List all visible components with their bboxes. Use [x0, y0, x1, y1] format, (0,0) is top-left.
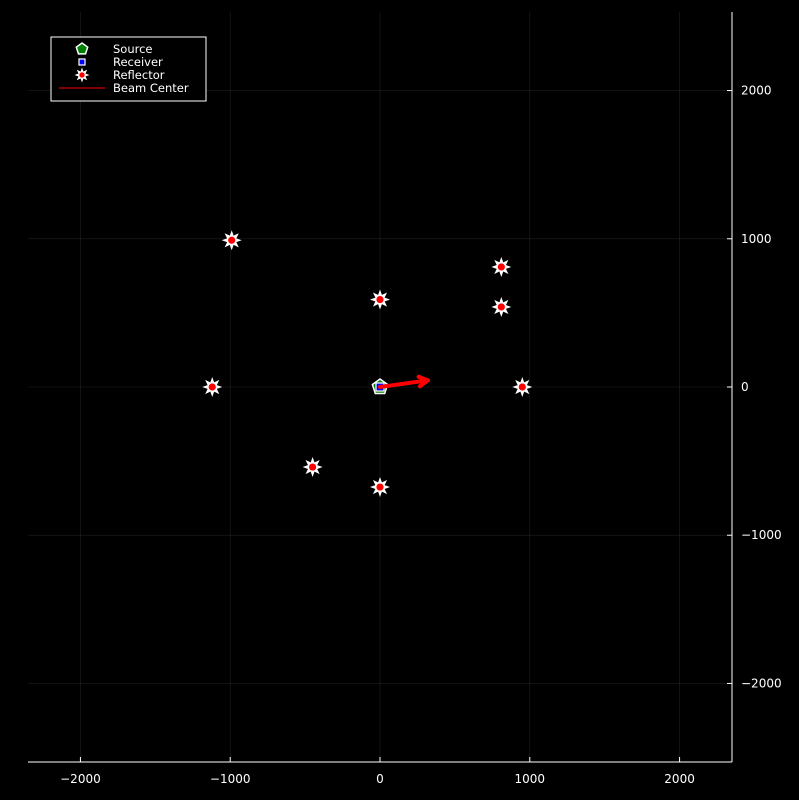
legend-swatch-source: [75, 42, 89, 55]
legend-label-source: Source: [113, 42, 153, 56]
legend-label-reflector: Reflector: [113, 68, 165, 82]
beam-center-line: [378, 378, 430, 389]
reflector-point: [202, 377, 223, 397]
reflector-star-core: [79, 72, 85, 78]
y-tick-label: 0: [741, 380, 749, 394]
y-tick-label: −2000: [741, 676, 782, 690]
reflector-point: [491, 256, 512, 277]
reflector-star-core: [376, 483, 384, 491]
reflector-point: [491, 296, 512, 317]
grid: [28, 12, 732, 762]
beam-center-arrowhead: [416, 374, 430, 389]
data-marks: [202, 230, 533, 498]
x-tick-label: −2000: [60, 772, 101, 786]
reflector-point: [370, 289, 390, 310]
reflector-point: [302, 457, 323, 478]
x-tick-label: −1000: [210, 772, 251, 786]
reflector-star-core: [308, 463, 317, 471]
reflector-star-core: [518, 383, 526, 391]
x-tick-label: 1000: [515, 772, 546, 786]
reflector-star-core: [208, 383, 216, 391]
y-tick-label: −1000: [741, 528, 782, 542]
y-tick-label: 2000: [741, 84, 772, 98]
reflector-point: [221, 230, 242, 251]
y-tick-label: 1000: [741, 232, 772, 246]
reflector-star-core: [228, 236, 236, 244]
reflector-star-core: [497, 263, 505, 271]
x-tick-label: 2000: [664, 772, 695, 786]
reflector-point: [370, 477, 390, 498]
x-tick-label: 0: [376, 772, 384, 786]
reflector-star-core: [376, 295, 384, 304]
legend-swatch-receiver: [78, 58, 86, 66]
legend-swatch-reflector: [74, 67, 90, 83]
reflector-star-core: [497, 303, 505, 311]
legend-label-receiver: Receiver: [113, 55, 163, 69]
axes: −2000 −1000 0 1000 2000 −2000 −1000 0 1000 2000: [28, 12, 782, 786]
legend-label-beam-center: Beam Center: [113, 81, 189, 95]
reflector-point: [512, 377, 533, 397]
